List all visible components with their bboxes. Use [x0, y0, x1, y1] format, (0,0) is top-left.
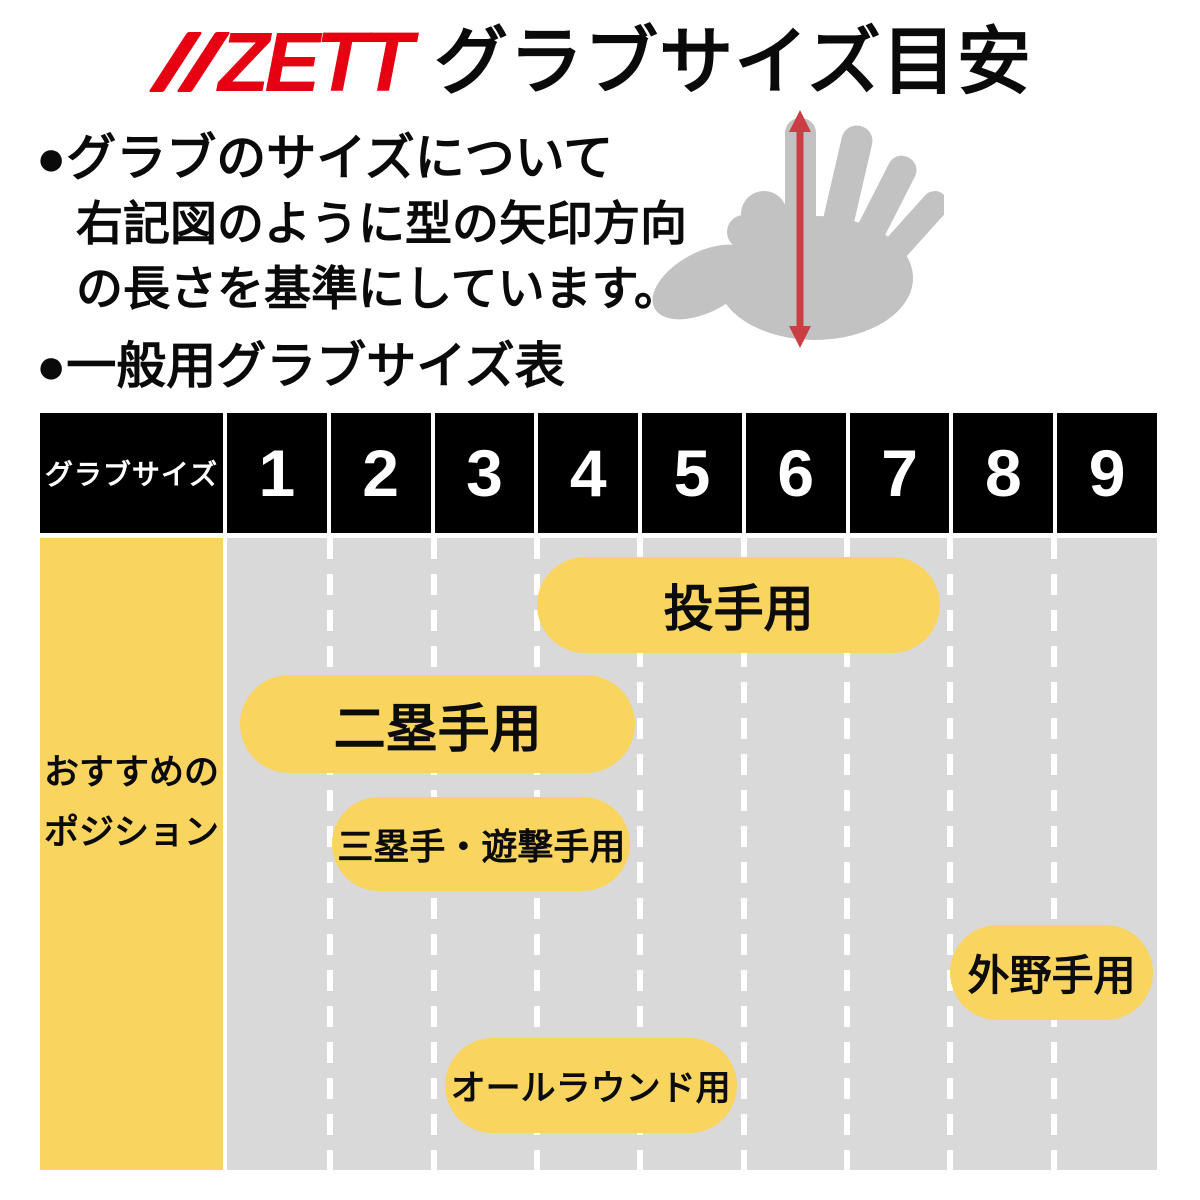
position-pill: 投手用: [537, 557, 941, 653]
position-pill: 三塁手・遊撃手用: [332, 797, 631, 891]
position-pill: 外野手用: [950, 925, 1153, 1020]
size-table-body: おすすめの ポジション 投手用二塁手用三塁手・遊撃手用外野手用オールラウンド用: [40, 538, 1157, 1170]
column-separator-dashed-line: [947, 538, 954, 1170]
about-text-line: の長さを基準にしています。: [76, 262, 681, 315]
column-separator-dashed-line: [327, 538, 334, 1170]
position-pill: 二塁手用: [240, 675, 636, 773]
row-label-line: おすすめの: [43, 753, 219, 792]
zett-logo-text: ZETT: [218, 15, 413, 109]
about-heading: ●グラブのサイズについて: [36, 130, 614, 186]
about-glove-size: ●グラブのサイズについて 右記図のように型の矢印方向 の長さを基準にしています。: [36, 126, 687, 321]
column-separator-dashed-line: [1050, 538, 1057, 1170]
size-column-header: 1: [227, 413, 327, 533]
header: ZETT グラブサイズ目安: [0, 20, 1200, 104]
zett-logo: ZETT: [148, 15, 413, 109]
column-separator-dashed-line: [740, 538, 747, 1170]
size-table-heading: ●一般用グラブサイズ表: [36, 338, 565, 394]
hand-measure-illustration: [652, 110, 944, 348]
size-column-header: 7: [849, 413, 950, 533]
column-separator-dashed-line: [844, 538, 850, 1170]
size-column-header: 3: [434, 413, 535, 533]
size-column-header: 9: [1057, 413, 1157, 533]
column-separator-dashed-line: [637, 538, 644, 1170]
size-column-header: 2: [330, 413, 431, 533]
page-title: グラブサイズ目安: [434, 20, 1032, 103]
size-grid: 投手用二塁手用三塁手・遊撃手用外野手用オールラウンド用: [227, 538, 1157, 1170]
open-hand-icon: [652, 118, 944, 340]
size-column-header: 4: [538, 413, 639, 533]
row-label-line: ポジション: [43, 813, 219, 853]
size-column-header: 8: [953, 413, 1054, 533]
size-column-header: 6: [745, 413, 846, 533]
size-header-label: グラブサイズ: [40, 413, 223, 533]
recommended-position-label: おすすめの ポジション: [40, 538, 223, 1170]
size-column-header: 5: [642, 413, 742, 533]
position-pill: オールラウンド用: [444, 1038, 737, 1133]
about-text-line: 右記図のように型の矢印方向: [76, 197, 687, 250]
double-headed-measure-arrow-icon: [789, 110, 811, 348]
